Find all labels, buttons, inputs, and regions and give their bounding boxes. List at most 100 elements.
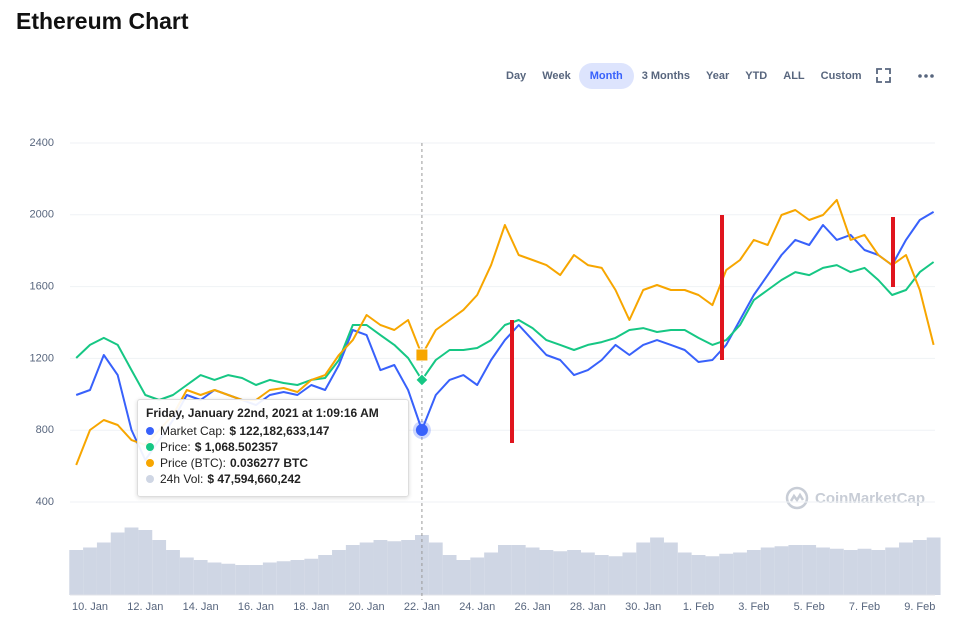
watermark-logo: [785, 486, 809, 510]
volume-bar: [304, 558, 319, 595]
tooltip-label: Market Cap:: [160, 424, 226, 438]
hover-marker: [415, 373, 429, 387]
tooltip-value: 0.036277 BTC: [230, 456, 309, 470]
volume-bar: [138, 530, 153, 595]
volume-bar: [235, 565, 250, 595]
volume-bar: [511, 545, 526, 595]
volume-bar: [442, 555, 457, 595]
volume-bar: [705, 556, 720, 595]
x-tick-label: 30. Jan: [625, 601, 661, 613]
tooltip-row: Price (BTC): 0.036277 BTC: [146, 456, 408, 470]
y-tick-label: 1200: [30, 352, 54, 364]
tooltip-dot: [146, 427, 154, 435]
tooltip-dot: [146, 443, 154, 451]
tooltip-row: 24h Vol: $ 47,594,660,242: [146, 472, 408, 486]
range-button[interactable]: Week: [542, 70, 571, 82]
volume-bar: [746, 550, 761, 595]
fullscreen-icon[interactable]: [876, 68, 891, 83]
tooltip-label: Price (BTC):: [160, 456, 226, 470]
volume-bar: [249, 565, 263, 595]
volume-bar: [594, 555, 609, 595]
tooltip-row: Market Cap: $ 122,182,633,147: [146, 424, 408, 438]
x-tick-label: 3. Feb: [738, 601, 769, 613]
tooltip-dot: [146, 459, 154, 467]
volume-bar: [193, 560, 208, 595]
volume-bar: [498, 545, 512, 595]
page-title: Ethereum Chart: [16, 8, 189, 34]
x-tick-label: 1. Feb: [683, 601, 714, 613]
series-line: [75, 198, 935, 466]
tooltip-value: $ 47,594,660,242: [207, 472, 301, 486]
volume-bar: [912, 540, 927, 595]
tooltip-label: Price:: [160, 440, 191, 454]
volume-bar: [166, 550, 180, 595]
volume-bar: [788, 545, 803, 595]
x-tick-label: 10. Jan: [72, 601, 108, 613]
volume-bar: [318, 555, 333, 595]
volume-bar: [677, 552, 692, 595]
volume-bar: [926, 537, 941, 595]
y-tick-label: 800: [36, 424, 54, 436]
volume-bar: [345, 545, 360, 595]
volume-bar: [373, 540, 388, 595]
x-tick-label: 5. Feb: [794, 601, 825, 613]
volume-bar: [622, 552, 637, 595]
x-tick-label: 12. Jan: [127, 601, 163, 613]
series-line: [75, 261, 935, 401]
volume-bar: [69, 550, 84, 595]
tooltip-dot: [146, 475, 154, 483]
volume-bar: [179, 557, 194, 595]
x-tick-label: 9. Feb: [904, 601, 935, 613]
watermark: CoinMarketCap: [815, 490, 925, 507]
volume-bar: [580, 552, 595, 595]
volume-bar: [733, 552, 747, 595]
y-tick-label: 1600: [30, 281, 54, 293]
volume-bar: [802, 545, 817, 595]
volume-bar: [719, 553, 734, 595]
tooltip: Friday, January 22nd, 2021 at 1:09:16 AM…: [137, 399, 409, 497]
range-button[interactable]: 3 Months: [641, 70, 690, 82]
range-button[interactable]: Day: [506, 70, 527, 82]
volume-bar: [843, 550, 858, 595]
volume-bar: [871, 550, 886, 595]
volume-bar: [857, 548, 872, 595]
volume-bar: [899, 542, 913, 595]
range-button[interactable]: Year: [706, 70, 730, 82]
y-tick-label: 2400: [30, 137, 54, 149]
volume-bar: [262, 562, 277, 595]
volume-bar: [760, 547, 775, 595]
tooltip-value: $ 122,182,633,147: [229, 424, 330, 438]
volume-bar: [539, 550, 554, 595]
x-tick-label: 20. Jan: [349, 601, 385, 613]
volume-bar: [332, 550, 346, 595]
volume-bar: [83, 547, 97, 595]
volume-bar: [428, 542, 443, 595]
range-button[interactable]: ALL: [783, 70, 805, 82]
x-tick-label: 7. Feb: [849, 601, 880, 613]
tooltip-row: Price: $ 1,068.502357: [146, 440, 408, 454]
volume-bar: [207, 562, 222, 595]
volume-bar: [152, 540, 167, 595]
y-tick-label: 2000: [30, 209, 54, 221]
y-tick-label: 400: [36, 496, 54, 508]
volume-bar: [816, 547, 830, 595]
volume-bar: [470, 557, 485, 595]
more-icon[interactable]: [918, 74, 934, 78]
x-tick-label: 14. Jan: [183, 601, 219, 613]
x-tick-label: 28. Jan: [570, 601, 606, 613]
range-button[interactable]: Month: [578, 63, 634, 89]
volume-bar: [110, 532, 125, 595]
volume-bar: [359, 542, 374, 595]
hover-marker: [415, 424, 428, 437]
range-button[interactable]: YTD: [745, 70, 768, 82]
volume-bar: [567, 550, 581, 595]
x-tick-label: 24. Jan: [459, 601, 495, 613]
volume-bar: [650, 537, 664, 595]
range-button[interactable]: Custom: [820, 70, 862, 82]
volume-bar: [401, 540, 416, 595]
volume-bar: [221, 563, 236, 595]
volume-bar: [525, 547, 540, 595]
range-buttons: Day Week Month 3 Months Year YTD ALL Custom: [498, 62, 870, 90]
